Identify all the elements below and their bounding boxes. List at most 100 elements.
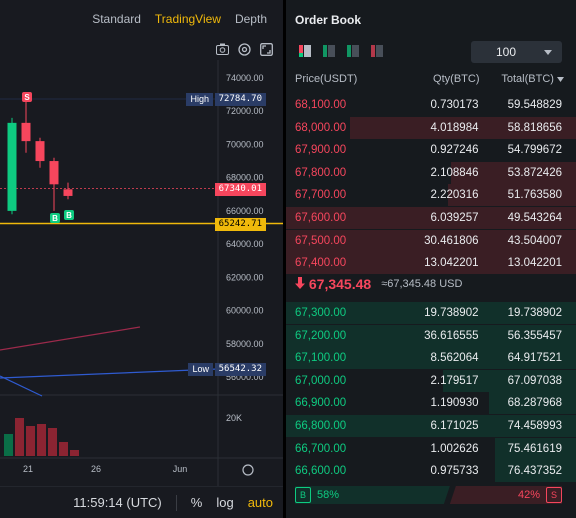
ask-price: 67,500.00	[295, 234, 347, 247]
ask-depth-bar	[286, 252, 576, 275]
ask-row[interactable]: 67,400.00 13.042201 13.042201	[286, 252, 576, 275]
depth-value: 100	[496, 45, 517, 59]
price-axis-label: 60000.00	[226, 306, 264, 316]
ask-qty: 6.039257	[430, 211, 479, 224]
ask-total: 54.799672	[507, 144, 562, 157]
bid-row[interactable]: 66,700.00 1.002626 75.461619	[286, 437, 576, 460]
bid-price: 67,100.00	[295, 352, 347, 365]
ask-row[interactable]: 68,100.00 0.730173 59.548829	[286, 94, 576, 116]
ask-row[interactable]: 68,000.00 4.018984 58.818656	[286, 116, 576, 139]
total-header[interactable]: Total(BTC)	[480, 73, 564, 85]
low-price-tag: 56542.32	[214, 363, 266, 376]
camera-icon[interactable]	[215, 42, 229, 56]
chart-settings-icon[interactable]	[242, 464, 254, 476]
bid-total: 68.287968	[507, 397, 562, 410]
volume-bar	[15, 418, 24, 456]
bid-row[interactable]: 66,600.00 0.975733 76.437352	[286, 460, 576, 483]
volume-bar	[70, 450, 79, 456]
price-axis-label: 72000.00	[226, 106, 264, 116]
utc-time[interactable]: 11:59:14 (UTC)	[73, 495, 162, 510]
ask-price: 68,000.00	[295, 121, 347, 134]
mid-price[interactable]: 67,345.48 ≈67,345.48 USD	[295, 276, 462, 292]
ask-total: 49.543264	[507, 211, 562, 224]
chart-bottom-bar: 11:59:14 (UTC) % log auto	[0, 486, 283, 518]
ask-depth-bar	[448, 184, 576, 207]
bid-row[interactable]: 66,800.00 6.171025 74.458993	[286, 414, 576, 437]
ask-total: 59.548829	[507, 99, 562, 111]
bid-depth-bar	[286, 414, 576, 437]
order-book-mode-switcher	[299, 45, 383, 57]
order-book-panel: Order Book 100 Price(USDT) Qty(BTC) T	[286, 0, 576, 518]
ask-row[interactable]: 67,900.00 0.927246 54.799672	[286, 139, 576, 161]
bid-qty: 36.616555	[424, 329, 479, 342]
trade-marker	[22, 92, 32, 102]
log-toggle[interactable]: log	[216, 495, 234, 510]
ask-total: 53.872426	[507, 166, 562, 179]
bid-row[interactable]: 67,300.00 19.738902 19.738902	[286, 302, 576, 324]
ask-qty: 30.461806	[424, 234, 479, 247]
mid-price-value: 67,345.48	[295, 276, 371, 292]
ask-row[interactable]: 67,700.00 2.220316 51.763580	[286, 184, 576, 207]
order-book-header: Price(USDT) Qty(BTC) Total(BTC)	[295, 73, 564, 85]
ask-total: 51.763580	[507, 189, 562, 202]
percent-toggle[interactable]: %	[190, 495, 203, 510]
ask-qty: 2.220316	[430, 189, 479, 202]
bid-total: 67.097038	[507, 374, 562, 387]
tab-standard[interactable]: Standard	[92, 12, 141, 26]
chevron-down-icon	[544, 49, 552, 55]
price-axis-label: 68000.00	[226, 173, 264, 183]
bid-total: 75.461619	[507, 442, 562, 455]
tab-depth[interactable]: Depth	[234, 12, 267, 26]
ask-row[interactable]: 67,800.00 2.108846 53.872426	[286, 161, 576, 184]
auto-toggle[interactable]: auto	[247, 495, 273, 510]
ask-price: 67,900.00	[295, 144, 347, 157]
depth-select[interactable]: 100	[471, 41, 562, 63]
candle-body	[63, 189, 73, 196]
mode-bids-icon[interactable]	[323, 45, 335, 57]
bid-price: 66,600.00	[295, 465, 347, 478]
ask-list: 68,100.00 0.730173 59.548829 68,000.00 4.018…	[286, 94, 576, 275]
bid-price: 66,900.00	[295, 397, 347, 410]
bid-qty: 8.562064	[430, 352, 479, 365]
candlestick-chart[interactable]: 74000.00 72000.00 70000.00 68000.00 66000.00…	[0, 0, 283, 486]
bid-row[interactable]: 67,000.00 2.179517 67.097038	[286, 369, 576, 392]
buy-sell-ratio: B 58% 42% S	[295, 486, 562, 504]
bid-qty: 19.738902	[424, 307, 479, 319]
ask-total: 43.504007	[507, 234, 562, 247]
price-axis-label: 64000.00	[226, 239, 264, 249]
ask-price: 67,400.00	[295, 257, 347, 270]
bid-row[interactable]: 66,900.00 1.190930 68.287968	[286, 392, 576, 415]
bid-row[interactable]: 67,200.00 36.616555 56.355457	[286, 324, 576, 347]
chart-panel[interactable]: 74000.00 72000.00 70000.00 68000.00 66000.00…	[0, 0, 283, 518]
chart-tools	[215, 42, 273, 56]
bid-row[interactable]: 67,100.00 8.562064 64.917521	[286, 347, 576, 370]
trade-marker-letter: B	[66, 211, 72, 220]
mode-both-icon[interactable]	[299, 45, 311, 57]
fullscreen-icon[interactable]	[259, 42, 273, 56]
bid-price: 66,700.00	[295, 442, 347, 455]
bid-qty: 2.179517	[430, 374, 479, 387]
current-price-tag: 67340.01	[214, 183, 266, 196]
bid-qty: 6.171025	[430, 419, 479, 432]
settings-icon[interactable]	[237, 42, 251, 56]
time-axis-label: Jun	[173, 464, 188, 474]
tab-tradingview[interactable]: TradingView	[154, 12, 221, 26]
sell-ratio: 42% S	[449, 486, 562, 504]
trade-marker-letter: B	[52, 214, 58, 223]
ask-qty: 4.018984	[430, 121, 479, 134]
bid-price: 67,200.00	[295, 329, 347, 342]
ask-qty: 0.927246	[430, 144, 479, 157]
bid-depth-bar	[489, 392, 576, 415]
mode-asks-only-icon[interactable]	[371, 45, 383, 57]
volume-bar	[4, 434, 13, 456]
trend-line-blue	[0, 368, 219, 379]
ask-row[interactable]: 67,600.00 6.039257 49.543264	[286, 206, 576, 229]
bid-price: 67,300.00	[295, 307, 347, 319]
ask-row[interactable]: 67,500.00 30.461806 43.504007	[286, 229, 576, 252]
mode-bids-only-icon[interactable]	[347, 45, 359, 57]
time-axis-label: 21	[23, 464, 33, 474]
candle-body	[49, 161, 59, 185]
ask-total: 58.818656	[507, 121, 562, 134]
ask-qty: 0.730173	[430, 99, 479, 111]
bid-total: 76.437352	[507, 465, 562, 478]
